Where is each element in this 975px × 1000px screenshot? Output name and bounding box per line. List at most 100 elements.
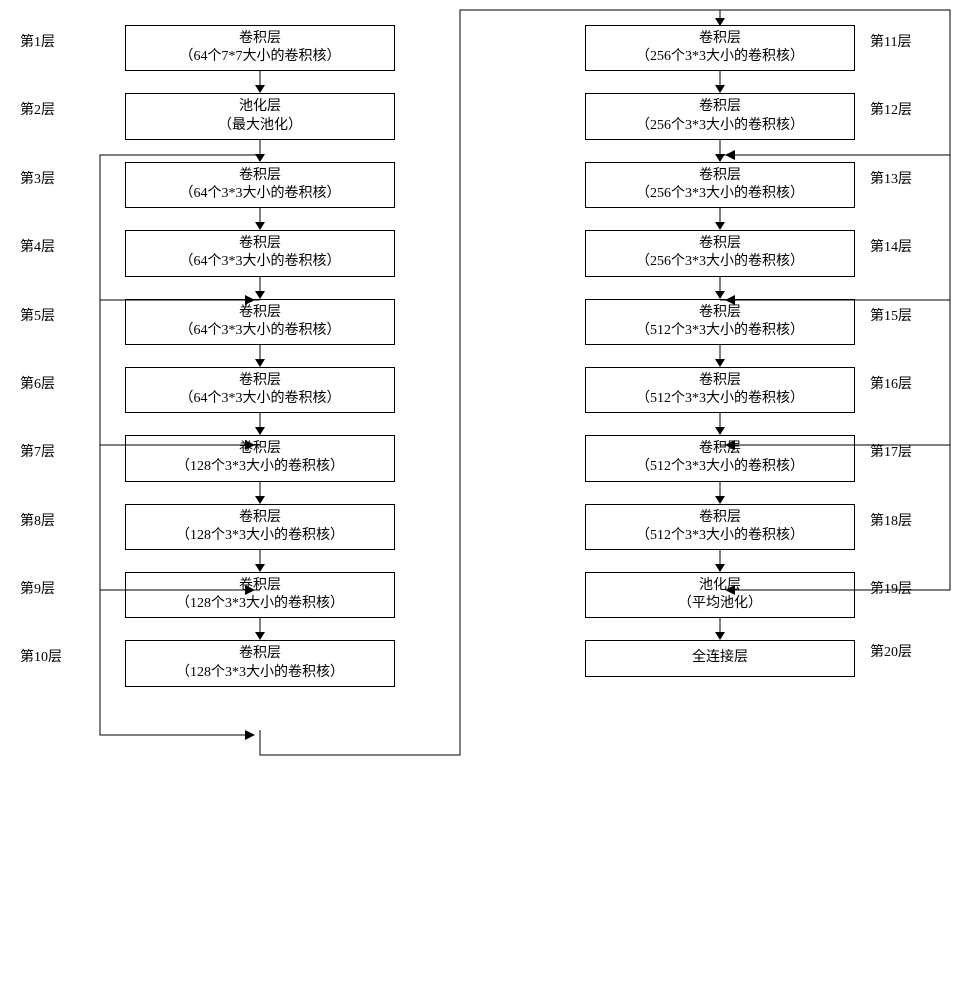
node-title: 卷积层 [132,509,388,527]
node-title: 卷积层 [132,235,388,253]
node-13: 卷积层 （256个3*3大小的卷积核） [585,162,855,208]
layer-label-12: 第12层 [870,103,950,120]
row-17: 第17层 卷积层 （512个3*3大小的卷积核） [500,435,960,481]
node-title: 卷积层 [132,372,388,390]
layer-label-6: 第6层 [20,377,100,394]
node-sub: （128个3*3大小的卷积核） [132,527,388,545]
layer-label-14: 第14层 [870,240,950,257]
layer-label-2: 第2层 [20,103,100,120]
arrow-2-3 [125,140,395,162]
arrow-3-4 [125,208,395,230]
arrow-9-10 [125,618,395,640]
node-6: 卷积层 （64个3*3大小的卷积核） [125,367,395,413]
node-14: 卷积层 （256个3*3大小的卷积核） [585,230,855,276]
row-9: 第9层 卷积层 （128个3*3大小的卷积核） [20,572,480,618]
node-15: 卷积层 （512个3*3大小的卷积核） [585,299,855,345]
node-19: 池化层 （平均池化） [585,572,855,618]
row-20: 第20层 全连接层 [500,640,960,676]
node-sub: （64个7*7大小的卷积核） [132,48,388,66]
row-1: 第1层 卷积层 （64个7*7大小的卷积核） [20,25,480,71]
node-sub: （512个3*3大小的卷积核） [592,458,848,476]
layer-label-11: 第11层 [870,35,950,52]
node-20: 全连接层 [585,640,855,676]
node-title: 池化层 [592,577,848,595]
layer-label-7: 第7层 [20,445,100,462]
node-4: 卷积层 （64个3*3大小的卷积核） [125,230,395,276]
node-title: 卷积层 [132,440,388,458]
node-5: 卷积层 （64个3*3大小的卷积核） [125,299,395,345]
row-12: 第12层 卷积层 （256个3*3大小的卷积核） [500,93,960,139]
node-title: 池化层 [132,98,388,116]
arrow-5-6 [125,345,395,367]
arrow-19-20 [585,618,855,640]
node-title: 卷积层 [592,167,848,185]
row-10: 第10层 卷积层 （128个3*3大小的卷积核） [20,640,480,686]
arrow-15-16 [585,345,855,367]
row-18: 第18层 卷积层 （512个3*3大小的卷积核） [500,504,960,550]
node-2: 池化层 （最大池化） [125,93,395,139]
arrow-7-8 [125,482,395,504]
arrow-1-2 [125,71,395,93]
node-title: 卷积层 [592,30,848,48]
arrow-18-19 [585,550,855,572]
layer-label-9: 第9层 [20,582,100,599]
node-11: 卷积层 （256个3*3大小的卷积核） [585,25,855,71]
row-2: 第2层 池化层 （最大池化） [20,93,480,139]
layer-label-17: 第17层 [870,445,950,462]
row-13: 第13层 卷积层 （256个3*3大小的卷积核） [500,162,960,208]
node-1: 卷积层 （64个7*7大小的卷积核） [125,25,395,71]
layer-label-20: 第20层 [870,645,950,662]
node-title: 全连接层 [592,649,848,667]
layer-label-18: 第18层 [870,514,950,531]
layer-label-3: 第3层 [20,172,100,189]
node-7: 卷积层 （128个3*3大小的卷积核） [125,435,395,481]
node-18: 卷积层 （512个3*3大小的卷积核） [585,504,855,550]
arrow-12-13 [585,140,855,162]
node-sub: （128个3*3大小的卷积核） [132,458,388,476]
left-column: 第1层 卷积层 （64个7*7大小的卷积核） 第2层 池化层 （最大池化） 第3… [20,25,480,687]
row-16: 第16层 卷积层 （512个3*3大小的卷积核） [500,367,960,413]
row-6: 第6层 卷积层 （64个3*3大小的卷积核） [20,367,480,413]
node-16: 卷积层 （512个3*3大小的卷积核） [585,367,855,413]
arrow-17-18 [585,482,855,504]
row-11: 第11层 卷积层 （256个3*3大小的卷积核） [500,25,960,71]
node-title: 卷积层 [592,509,848,527]
node-title: 卷积层 [132,304,388,322]
row-4: 第4层 卷积层 （64个3*3大小的卷积核） [20,230,480,276]
layer-label-4: 第4层 [20,240,100,257]
node-sub: （256个3*3大小的卷积核） [592,117,848,135]
node-sub: （64个3*3大小的卷积核） [132,322,388,340]
layer-label-1: 第1层 [20,35,100,52]
row-5: 第5层 卷积层 （64个3*3大小的卷积核） [20,299,480,345]
node-title: 卷积层 [592,235,848,253]
node-title: 卷积层 [132,167,388,185]
node-3: 卷积层 （64个3*3大小的卷积核） [125,162,395,208]
node-sub: （512个3*3大小的卷积核） [592,322,848,340]
layer-label-5: 第5层 [20,309,100,326]
node-sub: （256个3*3大小的卷积核） [592,48,848,66]
layer-label-10: 第10层 [20,650,100,667]
node-sub: （平均池化） [592,595,848,613]
node-8: 卷积层 （128个3*3大小的卷积核） [125,504,395,550]
node-sub: （64个3*3大小的卷积核） [132,253,388,271]
layer-label-15: 第15层 [870,309,950,326]
layer-label-16: 第16层 [870,377,950,394]
layer-label-19: 第19层 [870,582,950,599]
node-12: 卷积层 （256个3*3大小的卷积核） [585,93,855,139]
node-title: 卷积层 [592,440,848,458]
node-title: 卷积层 [132,30,388,48]
layer-label-13: 第13层 [870,172,950,189]
node-title: 卷积层 [132,577,388,595]
arrow-6-7 [125,413,395,435]
node-sub: （128个3*3大小的卷积核） [132,664,388,682]
node-title: 卷积层 [592,372,848,390]
node-sub: （512个3*3大小的卷积核） [592,527,848,545]
arrow-4-5 [125,277,395,299]
node-17: 卷积层 （512个3*3大小的卷积核） [585,435,855,481]
arrow-8-9 [125,550,395,572]
row-8: 第8层 卷积层 （128个3*3大小的卷积核） [20,504,480,550]
arrow-16-17 [585,413,855,435]
node-9: 卷积层 （128个3*3大小的卷积核） [125,572,395,618]
arrow-11-12 [585,71,855,93]
node-sub: （256个3*3大小的卷积核） [592,253,848,271]
